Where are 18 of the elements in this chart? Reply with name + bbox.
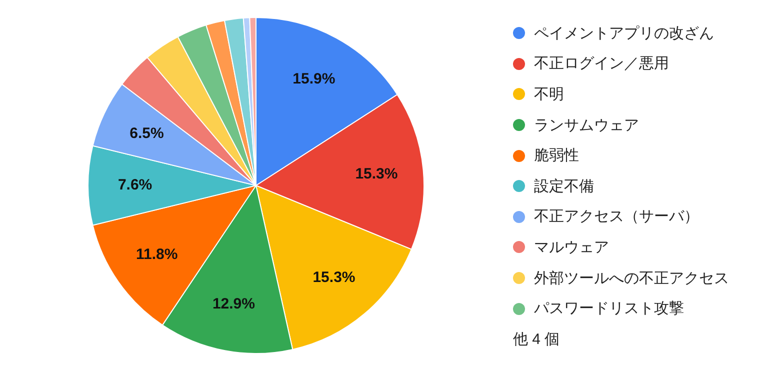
data-label: 12.9% xyxy=(212,296,255,313)
legend-label: 外部ツールへの不正アクセス xyxy=(534,268,729,288)
data-label: 6.5% xyxy=(130,124,164,142)
data-label: 11.8% xyxy=(136,246,178,263)
legend-label: ランサムウェア xyxy=(534,116,639,135)
data-label: 15.9% xyxy=(292,70,336,88)
legend-label: 不明 xyxy=(534,84,564,104)
data-label: 15.3% xyxy=(355,166,398,183)
legend-label: 脆弱性 xyxy=(534,146,579,166)
legend-label: マルウェア xyxy=(534,238,609,257)
data-label: 15.3% xyxy=(312,269,356,286)
legend-label: 設定不備 xyxy=(534,176,594,196)
legend-label: ペイメントアプリの改ざん xyxy=(534,24,714,43)
legend-label: 不正アクセス（サーバ） xyxy=(534,207,699,226)
data-label: 7.6% xyxy=(118,176,152,194)
legend-label: 不正ログイン／悪用 xyxy=(534,54,669,74)
legend-label: パスワードリスト攻撃 xyxy=(534,299,684,318)
text: 他 4 個 xyxy=(513,330,561,350)
